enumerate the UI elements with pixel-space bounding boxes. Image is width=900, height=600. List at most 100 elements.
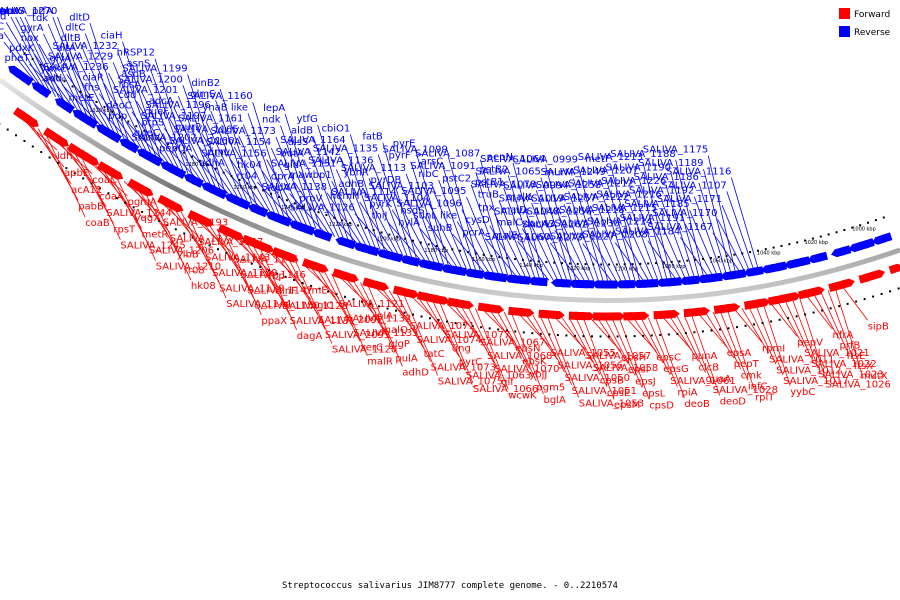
forward-gene-label: epsL	[642, 389, 666, 400]
forward-gene-label: fbp	[269, 271, 285, 282]
reverse-gene-label: SALIVA_1196	[145, 100, 210, 111]
leader-line	[521, 228, 554, 281]
forward-gene-label: malR	[367, 357, 393, 368]
track-dash	[143, 129, 146, 132]
reverse-gene-label: SALIVA_1138	[262, 182, 327, 193]
track-dash	[717, 255, 720, 258]
leader-line	[626, 318, 657, 352]
track-dash	[521, 258, 524, 261]
track-dash	[829, 307, 832, 310]
leader-line	[428, 204, 463, 270]
axis-tick-label: 1340 kbp	[41, 77, 65, 83]
reverse-gene-label: SALIVA_1229	[48, 52, 113, 63]
leader-line	[243, 124, 281, 218]
reverse-gene-label: SALIVA_1236	[43, 62, 108, 73]
reverse-feature-arrow	[556, 279, 571, 288]
track-dash	[608, 335, 611, 338]
track-dash	[90, 182, 93, 185]
leader-line	[309, 266, 347, 313]
track-dash	[778, 318, 781, 321]
reverse-gene-label: SALIVA_1256	[527, 206, 592, 217]
reverse-gene-label: malD	[501, 205, 528, 216]
forward-gene-label: SALIVA_1145	[233, 255, 298, 266]
reverse-gene-label: deoC	[106, 101, 132, 112]
track-dash	[573, 334, 576, 337]
leader-line	[460, 305, 495, 364]
forward-gene-label: SALIVA_1051	[572, 386, 637, 397]
figure-caption: Streptococcus salivarius JIM8777 complet…	[282, 581, 618, 591]
reverse-gene-label: SALIVA_1173	[211, 126, 276, 137]
track-dash	[259, 266, 262, 269]
legend-forward-label: Forward	[854, 10, 890, 20]
leader-line	[661, 200, 691, 279]
reverse-gene-label: ytfG	[297, 114, 318, 125]
track-dash	[788, 243, 791, 246]
reverse-gene-label: SALIVA_1114	[331, 187, 396, 198]
reverse-feature-arrow	[708, 272, 723, 282]
track-dash	[633, 335, 636, 338]
forward-gene-label: SALIVA_1071	[410, 321, 475, 332]
track-dash	[349, 221, 352, 224]
leader-line	[827, 290, 855, 361]
track-dash	[233, 255, 236, 258]
leader-line	[475, 307, 509, 390]
reverse-gene-label: truB	[478, 190, 499, 201]
track-dash	[498, 256, 501, 259]
reverse-gene-label: SALIVA_1202	[132, 133, 197, 144]
track-dash	[182, 151, 185, 154]
forward-gene-label: SALIVA_1139	[219, 284, 284, 295]
track-dash	[741, 252, 744, 255]
leader-line	[122, 41, 162, 161]
leader-line	[689, 210, 718, 276]
leader-line	[573, 178, 604, 283]
leader-line	[80, 43, 121, 138]
axis-tick-label: 1000 kbp	[852, 226, 876, 232]
reverse-gene-label: butA	[280, 149, 304, 160]
forward-gene-label: rpsT	[113, 224, 136, 235]
leader-line	[180, 211, 220, 283]
reverse-gene-label: arsC	[421, 157, 443, 168]
forward-feature-arrow	[755, 298, 771, 308]
leader-line	[684, 223, 714, 277]
reverse-gene-label: SALIVA_1201	[113, 85, 178, 96]
leader-line	[748, 306, 777, 365]
forward-gene-label: epsN	[515, 343, 540, 354]
forward-gene-label: SALIVA_1143	[205, 253, 270, 264]
forward-feature-arrow	[169, 201, 184, 213]
leader-line	[201, 132, 240, 200]
forward-gene-label: rpmI	[762, 343, 785, 354]
reverse-gene-label: SALIVA_1060	[485, 232, 550, 243]
leader-line	[456, 221, 491, 275]
track-dash	[756, 249, 759, 252]
leader-line	[683, 315, 713, 385]
reverse-gene-label: SALIVA_1065	[476, 167, 541, 178]
leader-line	[373, 166, 409, 259]
leader-line	[38, 43, 79, 113]
track-dash	[230, 175, 233, 178]
track-dash	[662, 261, 665, 264]
track-dash	[174, 228, 177, 231]
leader-line	[273, 253, 312, 300]
track-dash	[284, 275, 287, 278]
forward-gene-label: rr08	[184, 265, 205, 276]
leader-line	[666, 186, 695, 279]
axis-tick-label: 1140 kbp	[519, 263, 543, 269]
reverse-gene-label: SALIVA_1107	[661, 180, 726, 191]
forward-gene-label: SALIVA_1067	[480, 338, 545, 349]
forward-gene-label: SALIVA_1023	[818, 369, 883, 380]
reverse-gene-label: SALIVA_1258	[536, 180, 601, 191]
reverse-gene-label: ciaR	[83, 72, 104, 83]
reverse-gene-label: dinB2	[191, 78, 220, 89]
leader-line	[517, 241, 550, 281]
track-dash	[124, 201, 127, 204]
leader-line	[600, 191, 632, 283]
forward-gene-label: nfrA	[833, 330, 854, 341]
forward-gene-label: SALIVA_1144	[226, 299, 291, 310]
track-dash	[333, 216, 336, 219]
track-dash	[135, 125, 138, 128]
track-dash	[505, 329, 508, 332]
track-dash	[497, 328, 500, 331]
reverse-feature-arrow	[84, 117, 99, 129]
track-dash	[591, 335, 594, 338]
